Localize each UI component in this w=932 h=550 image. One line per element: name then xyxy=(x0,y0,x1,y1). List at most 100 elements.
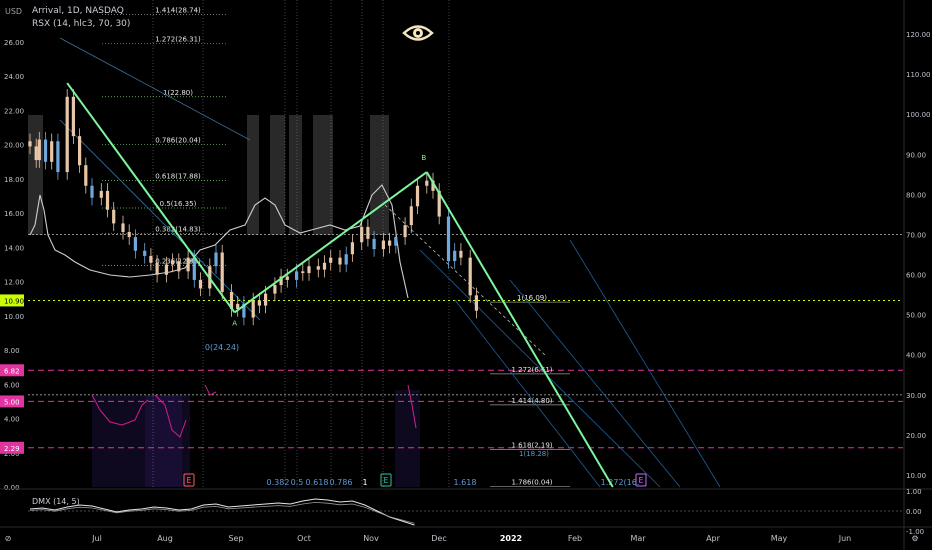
price-badge-label: 2.29 xyxy=(4,445,20,453)
channel-line xyxy=(59,37,251,141)
chart-symbol-title: Arrival, 1D, NASDAQ xyxy=(32,6,124,16)
a-point-value: 0(24.24) xyxy=(205,343,239,352)
right-axis-tick: 30.00 xyxy=(906,392,926,400)
fib-retracement-label: 0.786(20.04) xyxy=(155,137,201,145)
candle-body xyxy=(56,141,60,173)
candle-body xyxy=(264,293,268,306)
candle-body xyxy=(177,261,181,272)
candle-body xyxy=(322,262,327,270)
channel-line xyxy=(59,119,261,321)
price-badge xyxy=(0,395,24,408)
earnings-marker-icon xyxy=(635,473,647,487)
candle-body xyxy=(279,276,283,286)
highlight-bands xyxy=(28,115,420,487)
fib-retracement-label: 0.618(17.88) xyxy=(155,173,201,181)
candle-body xyxy=(350,242,354,255)
candle-body xyxy=(257,300,261,306)
x-axis-tick: Oct xyxy=(297,534,311,543)
price-badge xyxy=(0,441,24,454)
candle-body xyxy=(285,276,289,280)
candle-body xyxy=(344,254,348,265)
rsx-oversold-line xyxy=(154,394,187,438)
highlight-band xyxy=(313,115,333,235)
fibonacci-levels: 1.414(28.74) 1.272(26.31) 1(22.80) 0.786(20… xyxy=(102,7,639,487)
price-badge-label: 6.82 xyxy=(4,367,20,375)
currency-label: USD xyxy=(5,7,23,16)
candle-body xyxy=(366,226,370,239)
timezone-icon: ⊘ xyxy=(5,534,12,543)
candle-body xyxy=(143,250,147,256)
candle-body xyxy=(50,141,54,162)
x-axis-tick: Feb xyxy=(568,534,582,543)
candle-body xyxy=(229,291,234,309)
fib-retracement-label: 1.414(28.74) xyxy=(155,7,201,15)
candle-body xyxy=(425,180,429,186)
candle-body xyxy=(409,206,413,226)
projection-value: 1(18.28) xyxy=(519,450,549,458)
right-axis-tick: 100.00 xyxy=(906,111,931,119)
fib-extension-label: 1.414(4.80) xyxy=(511,397,552,405)
candle-body xyxy=(372,238,376,250)
candle-body xyxy=(133,237,137,251)
dmx-signal-line xyxy=(29,501,415,524)
earnings-marker-label: E xyxy=(186,476,191,485)
right-axis-tick: 50.00 xyxy=(906,312,926,320)
fib-retracement-label: 1(22.80) xyxy=(163,89,193,97)
dmx-axis-tick: 1.00 xyxy=(906,488,922,496)
ratio-label: 0.786 xyxy=(330,478,353,487)
candle-body xyxy=(65,96,69,173)
left-axis-tick: 6.00 xyxy=(4,381,20,389)
right-axis-tick: 20.00 xyxy=(906,432,926,440)
candle-body xyxy=(329,257,333,263)
pattern-lines[interactable]: AB xyxy=(66,82,614,488)
channel-line xyxy=(509,279,681,488)
left-axis-tick: 20.00 xyxy=(4,142,24,150)
left-axis-tick: 18.00 xyxy=(4,176,24,184)
pattern-leg xyxy=(425,171,614,488)
x-axis-tick: Mar xyxy=(630,534,646,543)
candle-body xyxy=(149,255,153,263)
right-axis-tick: 10.00 xyxy=(906,472,926,480)
candlesticks xyxy=(28,89,478,326)
left-axis-tick: 24.00 xyxy=(4,73,24,81)
axis-settings-icon: ⚙ xyxy=(911,534,918,543)
x-axis-tick: May xyxy=(771,534,788,543)
candle-body xyxy=(388,240,392,246)
candle-body xyxy=(468,257,472,296)
left-axis-tick: 8.00 xyxy=(4,347,20,355)
price-badge xyxy=(0,364,24,377)
pattern-leg xyxy=(66,82,236,314)
fib-extension-label: 1.272(6.61) xyxy=(511,366,552,374)
candle-body xyxy=(360,226,364,243)
right-axis-tick: 40.00 xyxy=(906,352,926,360)
candle-body xyxy=(446,216,451,262)
pattern-leg xyxy=(234,171,428,314)
candle-body xyxy=(251,300,255,318)
ratio-label: 0.382 xyxy=(267,478,290,487)
earnings-marker-label: E xyxy=(383,476,388,485)
fib-retracement-label: 0.5(16.35) xyxy=(160,200,197,208)
oversold-band xyxy=(395,390,420,487)
right-axis-tick: 70.00 xyxy=(906,231,926,239)
candle-body xyxy=(214,252,218,267)
rsx-oversold-line xyxy=(91,394,149,426)
eye-icon[interactable] xyxy=(402,25,434,41)
dmx-axis-tick: -1.00 xyxy=(906,528,924,536)
highlight-band xyxy=(247,115,259,235)
candle-body xyxy=(99,190,103,198)
highlight-band xyxy=(270,115,285,235)
price-badge xyxy=(0,294,24,307)
pattern-point-label: B xyxy=(421,154,426,162)
candle-body xyxy=(43,139,48,162)
candle-body xyxy=(220,252,224,292)
right-axis-tick: 60.00 xyxy=(906,272,926,280)
candle-body xyxy=(236,303,240,309)
highlight-band xyxy=(289,115,302,235)
candle-body xyxy=(316,266,320,270)
projection-value: 1.272(16. xyxy=(601,478,640,487)
indicator-title: RSX (14, hlc3, 70, 30) xyxy=(32,19,131,29)
candle-body xyxy=(34,146,38,161)
